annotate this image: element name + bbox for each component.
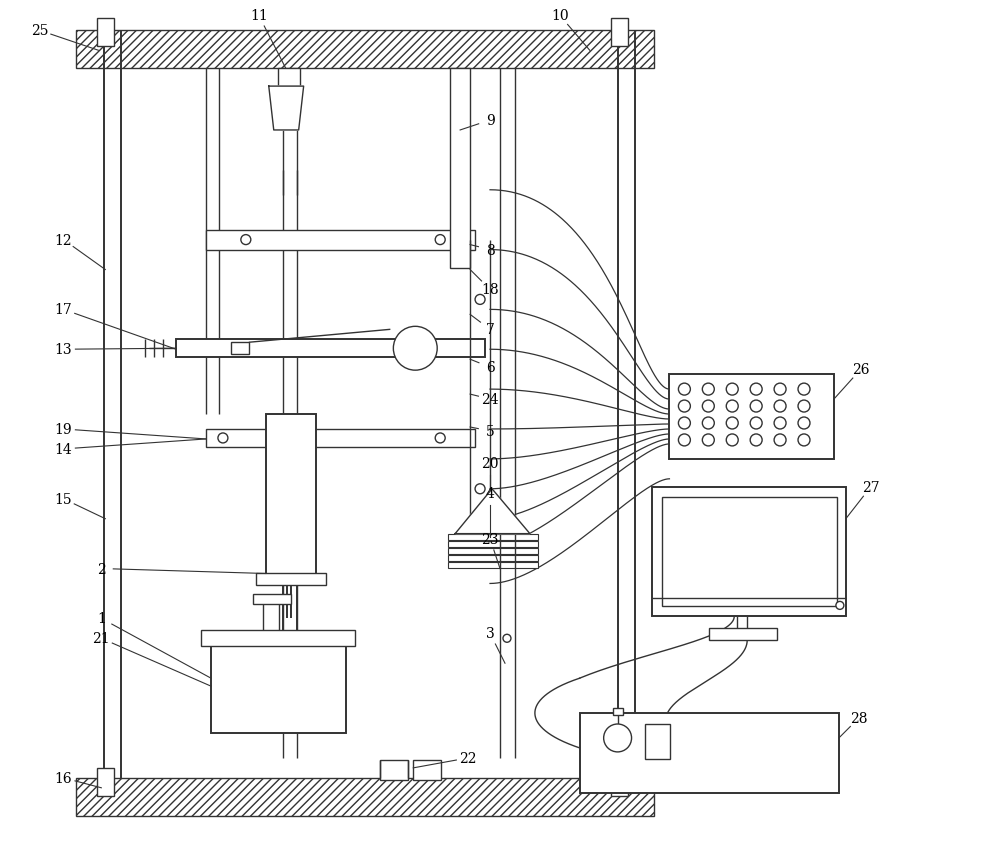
Bar <box>652 487 846 617</box>
Bar <box>253 595 291 604</box>
Circle shape <box>726 401 738 413</box>
Text: 1: 1 <box>97 612 106 625</box>
Bar <box>278 69 300 87</box>
Circle shape <box>798 435 810 446</box>
Polygon shape <box>455 490 530 534</box>
Circle shape <box>503 635 511 642</box>
Text: 13: 13 <box>55 343 72 357</box>
Bar <box>580 713 839 793</box>
Text: 14: 14 <box>55 442 72 457</box>
Bar <box>613 708 623 715</box>
Text: 9: 9 <box>486 114 494 127</box>
Text: 21: 21 <box>93 631 110 646</box>
Circle shape <box>475 295 485 305</box>
Bar <box>413 760 441 780</box>
Text: 18: 18 <box>481 283 499 297</box>
Bar <box>380 760 408 780</box>
Circle shape <box>678 418 690 430</box>
Circle shape <box>435 434 445 443</box>
Text: 11: 11 <box>250 9 268 24</box>
Circle shape <box>393 327 437 371</box>
Circle shape <box>774 384 786 396</box>
Bar <box>611 19 628 47</box>
Bar <box>206 430 475 447</box>
Bar <box>450 69 470 268</box>
Text: 19: 19 <box>55 423 72 436</box>
Bar <box>448 541 538 547</box>
Text: 22: 22 <box>459 751 477 765</box>
Circle shape <box>774 435 786 446</box>
Circle shape <box>702 401 714 413</box>
Bar <box>611 768 628 796</box>
Text: 5: 5 <box>486 425 494 438</box>
Polygon shape <box>269 87 304 131</box>
Bar <box>448 562 538 568</box>
Circle shape <box>604 724 632 752</box>
Text: 25: 25 <box>31 24 48 38</box>
Bar <box>448 548 538 554</box>
Bar <box>97 19 114 47</box>
Circle shape <box>678 435 690 446</box>
Text: 20: 20 <box>481 457 499 470</box>
Circle shape <box>241 235 251 246</box>
Text: 4: 4 <box>486 486 494 500</box>
Bar <box>662 497 837 607</box>
Bar <box>266 414 316 579</box>
Circle shape <box>750 384 762 396</box>
Bar <box>76 778 654 816</box>
Circle shape <box>726 418 738 430</box>
Bar <box>76 31 654 69</box>
Circle shape <box>678 384 690 396</box>
Text: 7: 7 <box>486 323 494 337</box>
Bar <box>256 574 326 586</box>
Bar <box>448 534 538 540</box>
Text: 2: 2 <box>97 562 106 576</box>
Circle shape <box>702 384 714 396</box>
Text: 10: 10 <box>551 9 569 24</box>
Bar <box>448 555 538 561</box>
Text: 6: 6 <box>486 360 494 375</box>
Text: 8: 8 <box>486 243 494 257</box>
Bar <box>709 629 777 641</box>
Bar <box>201 630 355 647</box>
Circle shape <box>798 401 810 413</box>
Text: 16: 16 <box>55 771 72 785</box>
Bar <box>176 340 485 358</box>
Circle shape <box>836 602 844 609</box>
Text: 24: 24 <box>481 392 499 407</box>
Circle shape <box>435 235 445 246</box>
Circle shape <box>750 435 762 446</box>
Bar <box>231 343 249 354</box>
Text: 3: 3 <box>486 626 494 641</box>
Bar <box>645 724 670 759</box>
Text: 28: 28 <box>850 711 868 725</box>
Text: 23: 23 <box>481 532 499 546</box>
Text: 27: 27 <box>862 480 880 495</box>
Circle shape <box>726 435 738 446</box>
Bar <box>211 639 346 733</box>
Circle shape <box>774 418 786 430</box>
Text: 26: 26 <box>852 363 870 376</box>
Circle shape <box>702 435 714 446</box>
Text: 15: 15 <box>55 492 72 506</box>
Circle shape <box>218 434 228 443</box>
Circle shape <box>726 384 738 396</box>
Text: 17: 17 <box>55 303 72 317</box>
Circle shape <box>798 418 810 430</box>
Circle shape <box>750 401 762 413</box>
Circle shape <box>750 418 762 430</box>
Text: 12: 12 <box>55 233 72 247</box>
Circle shape <box>798 384 810 396</box>
Bar <box>669 375 834 459</box>
Circle shape <box>678 401 690 413</box>
Bar <box>97 768 114 796</box>
Bar <box>206 230 475 251</box>
Circle shape <box>774 401 786 413</box>
Circle shape <box>475 484 485 495</box>
Circle shape <box>702 418 714 430</box>
